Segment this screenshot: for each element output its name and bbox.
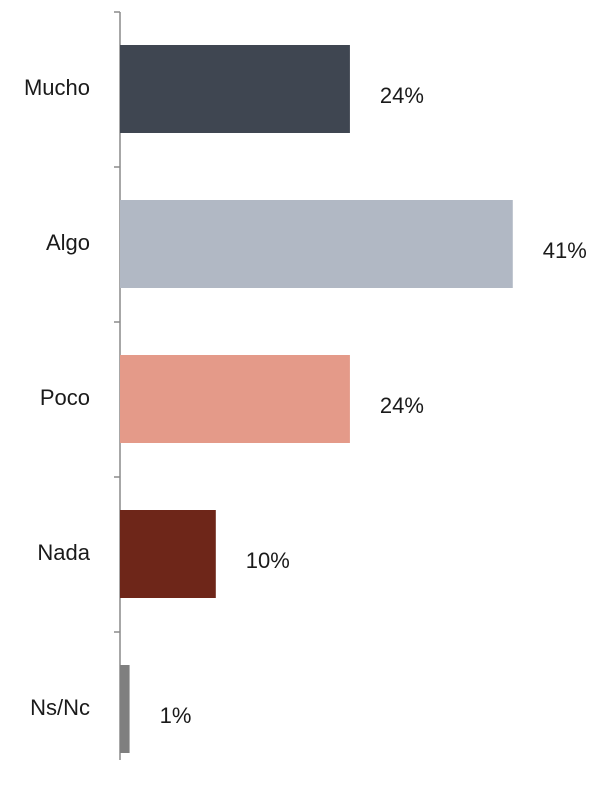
bar <box>120 355 350 443</box>
value-label: 24% <box>380 393 424 418</box>
category-label: Poco <box>40 385 90 410</box>
value-label: 10% <box>246 548 290 573</box>
category-label: Mucho <box>24 75 90 100</box>
value-label: 24% <box>380 83 424 108</box>
bar <box>120 200 513 288</box>
value-label: 41% <box>543 238 587 263</box>
category-label: Ns/Nc <box>30 695 90 720</box>
category-label: Algo <box>46 230 90 255</box>
value-label: 1% <box>160 703 192 728</box>
category-label: Nada <box>37 540 90 565</box>
bar <box>120 665 130 753</box>
bar <box>120 45 350 133</box>
bar <box>120 510 216 598</box>
